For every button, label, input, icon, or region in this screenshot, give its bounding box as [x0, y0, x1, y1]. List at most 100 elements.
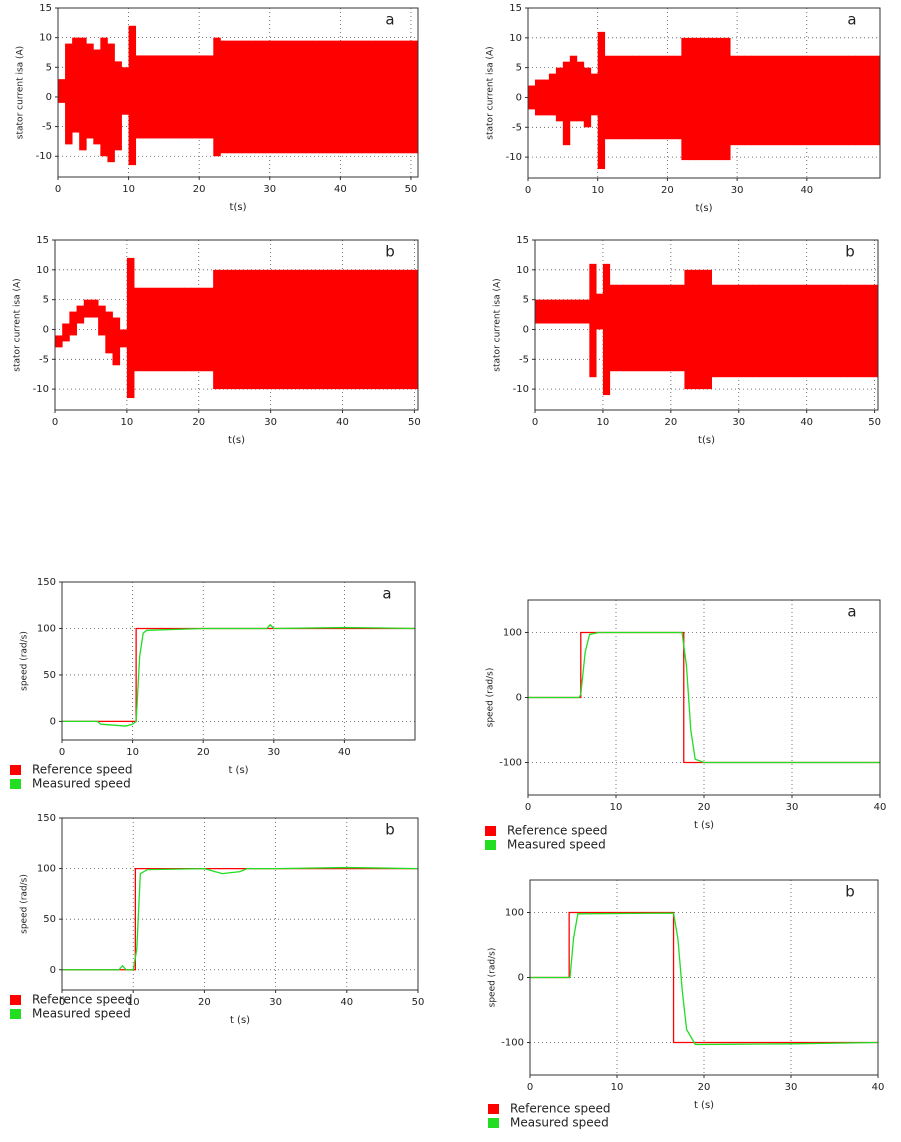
signal-band	[698, 269, 706, 390]
signal-band	[597, 31, 606, 170]
y-axis-label: stator current isa (A)	[486, 46, 496, 139]
x-tick-label: 10	[122, 184, 135, 195]
signal-band	[786, 284, 794, 378]
x-tick-label: 0	[525, 185, 531, 196]
signal-band	[691, 269, 699, 390]
x-tick-label: 30	[785, 1082, 798, 1093]
signal-band	[793, 284, 801, 378]
x-tick-label: 30	[732, 417, 745, 428]
signal-band	[170, 287, 178, 372]
legend-swatch	[488, 1118, 499, 1128]
signal-band	[86, 43, 94, 139]
y-axis-label: stator current isa (A)	[16, 46, 26, 139]
plot-frame	[57, 7, 419, 178]
x-tick-label: 40	[340, 997, 353, 1008]
x-tick-label: 10	[610, 802, 623, 813]
x-tick-label: 0	[525, 802, 531, 813]
plot-frame	[527, 7, 881, 179]
x-tick-label: 40	[334, 184, 347, 195]
signal-band	[752, 284, 760, 378]
plot-frame	[527, 599, 881, 796]
signal-band	[414, 269, 418, 390]
plot-frame	[529, 879, 879, 1076]
signal-band	[292, 269, 300, 390]
x-tick-label: 10	[591, 185, 604, 196]
signal-band	[191, 287, 200, 372]
x-axis-label: t (s)	[694, 1100, 714, 1111]
signal-band	[396, 40, 405, 154]
signal-band	[855, 55, 863, 146]
signal-band	[660, 55, 668, 140]
signal-band	[198, 287, 207, 372]
signal-band	[93, 49, 101, 145]
y-axis-label: stator current isa (A)	[493, 278, 503, 371]
x-tick-label: 40	[872, 1082, 885, 1093]
signal-band	[72, 37, 80, 133]
x-axis-label: t (s)	[230, 1015, 250, 1026]
signal-band	[535, 299, 543, 324]
signal-band	[806, 55, 815, 146]
y-tick-label: -100	[501, 1038, 524, 1049]
signal-band	[342, 269, 351, 390]
legend-swatch	[485, 826, 496, 836]
signal-band	[248, 40, 257, 154]
signal-band	[555, 299, 563, 324]
x-tick-label: 30	[263, 184, 276, 195]
signal-band	[534, 79, 543, 116]
chart: 100 0 -100 0 10 20 30 40 Reference speedMeasured…	[485, 599, 886, 852]
signal-band	[378, 269, 387, 390]
signal-band	[664, 284, 672, 372]
signal-band	[799, 55, 808, 146]
x-tick-label: 10	[126, 747, 139, 758]
signal-band	[548, 299, 556, 324]
signal-band	[298, 40, 306, 154]
y-tick-label: 100	[37, 623, 56, 634]
signal-band	[674, 55, 682, 140]
plot-frame	[54, 239, 419, 411]
signal-band	[575, 299, 583, 324]
panel-label: b	[385, 821, 395, 839]
plot-frame	[61, 817, 419, 991]
signal-band	[548, 73, 557, 116]
signal-band	[65, 43, 73, 145]
speed-line	[62, 867, 418, 971]
signal-band	[688, 37, 696, 161]
x-tick-label: 20	[197, 747, 210, 758]
y-tick-label: 0	[50, 716, 56, 727]
plot-frame	[534, 239, 879, 411]
x-tick-label: 40	[336, 417, 349, 428]
signal-band	[371, 269, 379, 390]
signal-band	[163, 55, 172, 139]
signal-band	[58, 79, 66, 103]
y-axis-label: stator current isa (A)	[13, 278, 23, 371]
plot-area	[530, 911, 878, 1046]
signal-band	[328, 269, 336, 390]
legend-label: Measured speed	[507, 838, 606, 852]
signal-band	[83, 299, 92, 318]
speed-line	[528, 631, 880, 764]
signal-band	[751, 55, 759, 146]
signal-band	[582, 299, 590, 324]
signal-band	[779, 284, 787, 378]
signal-band	[711, 284, 719, 378]
signal-band	[234, 269, 243, 390]
signal-band	[276, 40, 285, 154]
signal-band	[403, 40, 412, 154]
signal-band	[76, 305, 85, 324]
signal-band	[718, 284, 726, 378]
signal-band	[618, 55, 626, 140]
signal-band	[764, 55, 773, 146]
y-tick-label: 5	[523, 295, 529, 306]
legend-swatch	[485, 840, 496, 850]
x-tick-label: 10	[611, 1082, 624, 1093]
signal-band	[135, 55, 144, 139]
x-axis-label: t(s)	[230, 202, 247, 213]
x-tick-label: 20	[192, 417, 205, 428]
signal-band	[134, 287, 142, 372]
signal-band	[806, 284, 814, 378]
signal-band	[541, 299, 549, 324]
signal-band	[326, 40, 334, 154]
x-axis-label: t(s)	[696, 203, 713, 214]
signal-band	[840, 284, 848, 378]
